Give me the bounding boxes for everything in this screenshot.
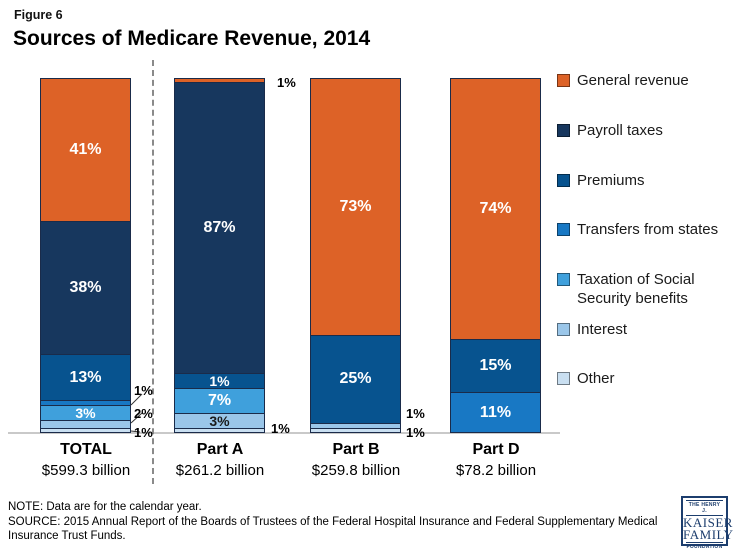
total-vs-parts-divider bbox=[152, 60, 154, 484]
legend-item-transfers-from-states: Transfers from states bbox=[557, 221, 733, 240]
legend-swatch-icon bbox=[557, 372, 570, 386]
logo-line-foundation: FOUNDATION bbox=[686, 541, 723, 551]
segment-general-revenue: 74% bbox=[451, 79, 540, 339]
segment-premiums: 13% bbox=[41, 354, 130, 401]
segment-other bbox=[175, 427, 264, 432]
logo-line-family: FAMILY bbox=[683, 526, 734, 542]
segment-general-revenue: 41% bbox=[41, 79, 130, 222]
category-name: TOTAL bbox=[60, 441, 112, 458]
logo-line-top: THE HENRY J. bbox=[686, 500, 723, 516]
segment-taxation-of-social-security-benefits: 3% bbox=[41, 404, 130, 421]
segment-interest bbox=[41, 419, 130, 428]
category-dollar-total: $78.2 billion bbox=[455, 462, 537, 479]
category-name: Part D bbox=[472, 441, 520, 458]
segment-value-label: 73% bbox=[339, 197, 372, 215]
callout-percent-label: 1% bbox=[406, 406, 425, 421]
segment-other bbox=[311, 427, 400, 432]
callout-percent-label: 1% bbox=[134, 383, 153, 398]
segment-transfers-from-states bbox=[41, 400, 130, 405]
segment-value-label: 15% bbox=[479, 357, 512, 375]
legend-swatch-icon bbox=[557, 273, 570, 286]
bar-total: 41% 38% 13% 3% bbox=[40, 78, 131, 433]
figure-number: Figure 6 bbox=[14, 8, 63, 22]
legend-item-interest: Interest bbox=[557, 321, 733, 340]
chart-legend: General revenue Payroll taxes Premiums Tran… bbox=[557, 72, 733, 420]
legend-swatch-icon bbox=[557, 173, 570, 187]
segment-payroll-taxes: 87% bbox=[175, 82, 264, 374]
segment-premiums: 1% bbox=[175, 373, 264, 390]
bar-part-a: 87% 1% 7% 3% bbox=[174, 78, 265, 433]
segment-value-label: 41% bbox=[69, 141, 102, 159]
callout-percent-label: 1% bbox=[134, 425, 153, 440]
category-name: Part A bbox=[196, 441, 244, 458]
segment-value-label: 11% bbox=[479, 403, 512, 421]
note-line: NOTE: Data are for the calendar year. bbox=[8, 501, 202, 513]
segment-value-label: 1% bbox=[209, 373, 230, 390]
segment-payroll-taxes: 38% bbox=[41, 221, 130, 355]
segment-general-revenue bbox=[175, 79, 264, 83]
axis-label-part-a: Part A $261.2 billion bbox=[155, 441, 286, 479]
segment-premiums: 25% bbox=[311, 334, 400, 423]
legend-item-taxation-of-social-security-benefits: Taxation of Social Security benefits bbox=[557, 271, 733, 309]
legend-item-other: Other bbox=[557, 370, 733, 389]
logo-line-kaiser: KAISER bbox=[683, 515, 733, 530]
segment-value-label: 3% bbox=[75, 404, 96, 421]
callout-percent-label: 1% bbox=[277, 75, 296, 90]
legend-swatch-icon bbox=[557, 223, 570, 237]
callout-percent-label: 1% bbox=[406, 425, 425, 440]
legend-label: Interest bbox=[577, 320, 628, 338]
legend-item-premiums: Premiums bbox=[557, 172, 733, 191]
page-title: Sources of Medicare Revenue, 2014 bbox=[13, 27, 371, 50]
axis-label-part-b: Part B $259.8 billion bbox=[291, 441, 422, 479]
source-line: SOURCE: 2015 Annual Report of the Boards… bbox=[8, 515, 658, 543]
axis-label-total: TOTAL $599.3 billion bbox=[21, 441, 152, 479]
legend-label: General revenue bbox=[577, 72, 689, 89]
callout-percent-label: 2% bbox=[134, 406, 153, 421]
callout-percent-label: 1% bbox=[271, 421, 290, 436]
kaiser-family-foundation-logo: THE HENRY J. KAISER FAMILY FOUNDATION bbox=[681, 496, 734, 551]
segment-value-label: 3% bbox=[209, 412, 230, 429]
legend-swatch-icon bbox=[557, 74, 570, 87]
legend-swatch-icon bbox=[557, 322, 570, 336]
legend-label: Transfers from states bbox=[577, 221, 719, 239]
bar-part-d: 74% 15% 11% bbox=[450, 78, 541, 433]
segment-taxation-of-social-security-benefits: 7% bbox=[175, 388, 264, 413]
category-name: Part B bbox=[332, 441, 380, 458]
segment-interest: 3% bbox=[175, 412, 264, 429]
legend-label: Taxation of Social Security benefits bbox=[577, 271, 695, 307]
legend-item-payroll-taxes: Payroll taxes bbox=[557, 122, 733, 141]
axis-label-part-d: Part D $78.2 billion bbox=[431, 441, 562, 479]
legend-swatch-icon bbox=[557, 123, 570, 137]
category-dollar-total: $599.3 billion bbox=[41, 462, 131, 479]
note-source-text: NOTE: Data are for the calendar year. SO… bbox=[8, 500, 670, 544]
segment-general-revenue: 73% bbox=[311, 79, 400, 335]
legend-item-general-revenue: General revenue bbox=[557, 72, 733, 91]
segment-value-label: 7% bbox=[207, 391, 232, 409]
x-axis-line bbox=[8, 432, 560, 434]
category-dollar-total: $259.8 billion bbox=[311, 462, 401, 479]
legend-label: Payroll taxes bbox=[577, 121, 663, 139]
bar-part-b: 73% 25% bbox=[310, 78, 401, 433]
category-dollar-total: $261.2 billion bbox=[175, 462, 265, 479]
segment-value-label: 38% bbox=[69, 279, 102, 297]
segment-other bbox=[41, 427, 130, 432]
segment-transfers-from-states: 11% bbox=[451, 392, 540, 432]
legend-label: Other bbox=[577, 370, 615, 388]
legend-label: Premiums bbox=[577, 171, 645, 189]
segment-value-label: 87% bbox=[203, 219, 236, 237]
segment-value-label: 13% bbox=[69, 368, 102, 386]
segment-premiums: 15% bbox=[451, 338, 540, 393]
segment-value-label: 25% bbox=[339, 370, 372, 388]
segment-value-label: 74% bbox=[479, 199, 512, 217]
segment-interest bbox=[311, 423, 400, 428]
